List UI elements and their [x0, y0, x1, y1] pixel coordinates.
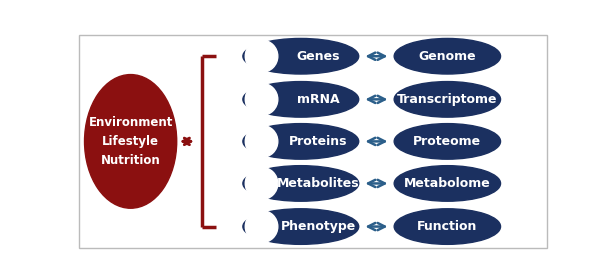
Text: Genes: Genes	[296, 50, 340, 63]
Text: Proteome: Proteome	[414, 135, 481, 148]
Text: Transcriptome: Transcriptome	[397, 93, 498, 106]
Text: Metabolites: Metabolites	[277, 177, 359, 190]
Text: Environment
Lifestyle
Nutrition: Environment Lifestyle Nutrition	[88, 116, 173, 167]
Ellipse shape	[243, 81, 359, 117]
Ellipse shape	[394, 209, 501, 244]
Ellipse shape	[394, 123, 501, 159]
Ellipse shape	[245, 167, 278, 200]
Text: Function: Function	[417, 220, 478, 233]
Ellipse shape	[394, 81, 501, 117]
Text: Metabolome: Metabolome	[404, 177, 490, 190]
Ellipse shape	[243, 38, 359, 74]
Ellipse shape	[245, 210, 278, 243]
Ellipse shape	[394, 38, 501, 74]
Text: Phenotype: Phenotype	[281, 220, 356, 233]
Ellipse shape	[243, 123, 359, 159]
Ellipse shape	[245, 83, 278, 116]
Ellipse shape	[243, 166, 359, 201]
Ellipse shape	[245, 40, 278, 73]
Ellipse shape	[245, 125, 278, 158]
Text: mRNA: mRNA	[297, 93, 340, 106]
Ellipse shape	[243, 209, 359, 244]
Text: Genome: Genome	[418, 50, 476, 63]
Text: Proteins: Proteins	[289, 135, 348, 148]
Ellipse shape	[85, 74, 177, 208]
Ellipse shape	[394, 166, 501, 201]
